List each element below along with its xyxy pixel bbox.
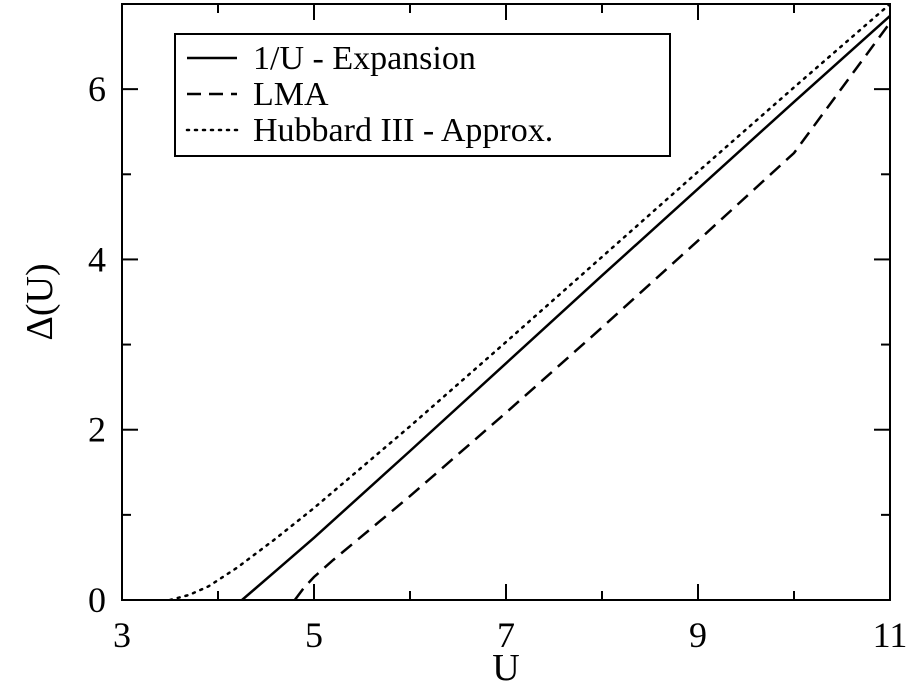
x-tick-label: 3 [113, 615, 131, 655]
y-axis-label: Δ(U) [19, 263, 61, 340]
y-tick-label: 0 [88, 580, 106, 620]
y-tick-label: 2 [88, 410, 106, 450]
y-tick-label: 6 [88, 69, 106, 109]
plot-marks: 3 5 7 9 11 0 2 4 6 U Δ(U) 1/U - ExpansionLMAHubbard… [19, 3, 908, 683]
y-tick-label: 4 [88, 239, 106, 279]
legend-label-0: 1/U - Expansion [253, 40, 476, 77]
x-tick-label: 11 [873, 615, 908, 655]
legend-label-2: Hubbard III - Approx. [253, 112, 553, 149]
legend-label-1: LMA [253, 76, 329, 113]
legend-box [174, 33, 671, 157]
x-tick-label: 9 [689, 615, 707, 655]
x-axis-label: U [492, 647, 519, 683]
series-line-1 [293, 21, 890, 600]
x-tick-label: 5 [305, 615, 323, 655]
series-line-0 [241, 14, 890, 600]
x-tick-label: 7 [497, 615, 515, 655]
series-line-2 [168, 4, 890, 600]
